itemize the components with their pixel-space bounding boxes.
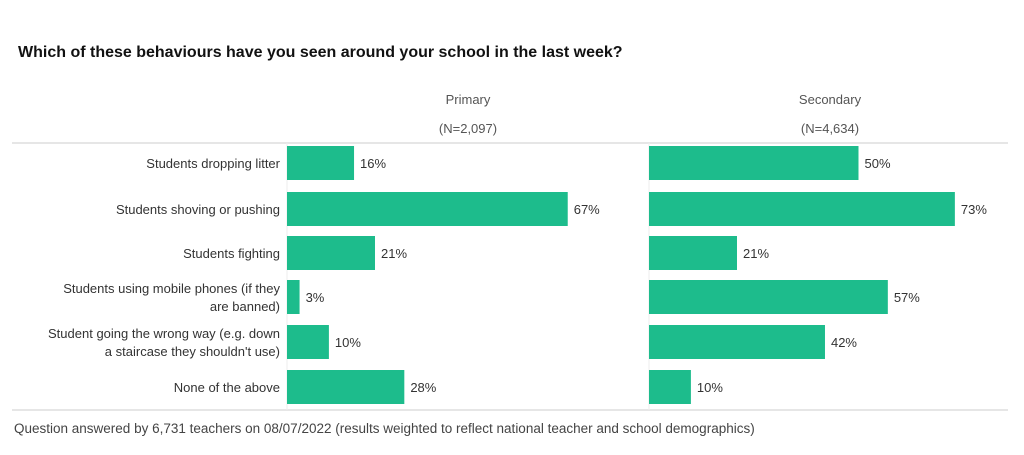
panel-n-label: (N=4,634) [801, 121, 859, 136]
category-label: a staircase they shouldn't use) [105, 344, 280, 359]
footnote: Question answered by 6,731 teachers on 0… [14, 421, 755, 436]
bar [287, 146, 355, 180]
category-label: None of the above [174, 380, 280, 395]
data-label: 50% [865, 156, 891, 171]
category-label: Student going the wrong way (e.g. down [48, 326, 280, 341]
panel-n-label: (N=2,097) [439, 121, 497, 136]
bar [287, 325, 329, 359]
data-label: 3% [306, 290, 325, 305]
bar [649, 325, 825, 359]
data-label: 10% [697, 380, 723, 395]
bar [649, 280, 888, 314]
data-label: 28% [410, 380, 436, 395]
data-label: 21% [743, 246, 769, 261]
data-label: 73% [961, 202, 987, 217]
bar [649, 192, 955, 226]
bar [649, 146, 859, 180]
bar [287, 192, 568, 226]
category-label: Students using mobile phones (if they [63, 281, 280, 296]
data-label: 42% [831, 335, 857, 350]
bar [649, 370, 691, 404]
panel-header-primary: Primary [446, 92, 491, 107]
category-label: are banned) [210, 299, 280, 314]
bar [287, 370, 405, 404]
data-label: 16% [360, 156, 386, 171]
bar [287, 236, 375, 270]
chart-title: Which of these behaviours have you seen … [18, 44, 623, 61]
data-label: 21% [381, 246, 407, 261]
data-label: 67% [574, 202, 600, 217]
data-label: 10% [335, 335, 361, 350]
category-label: Students shoving or pushing [116, 202, 280, 217]
category-label: Students fighting [183, 246, 280, 261]
category-label: Students dropping litter [146, 156, 280, 171]
bar [287, 280, 300, 314]
panel-header-secondary: Secondary [799, 92, 862, 107]
data-label: 57% [894, 290, 920, 305]
bar [649, 236, 737, 270]
